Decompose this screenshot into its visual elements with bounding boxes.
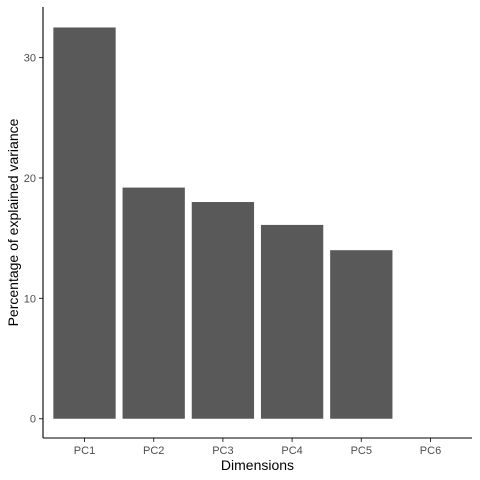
y-tick-label: 20 bbox=[24, 173, 36, 185]
y-tick-label: 0 bbox=[30, 414, 36, 426]
bar-pc2 bbox=[122, 187, 185, 419]
x-tick-label-pc6: PC6 bbox=[420, 445, 441, 457]
bar-pc5 bbox=[330, 250, 393, 419]
x-tick-label-pc3: PC3 bbox=[212, 445, 233, 457]
x-axis-title: Dimensions bbox=[221, 457, 294, 473]
x-tick-label-pc5: PC5 bbox=[351, 445, 372, 457]
x-tick-label-pc1: PC1 bbox=[74, 445, 95, 457]
bars-group bbox=[53, 27, 393, 419]
x-tick-label-pc4: PC4 bbox=[281, 445, 302, 457]
y-axis-title: Percentage of explained variance bbox=[5, 118, 21, 326]
y-ticks-group: 0 10 20 30 bbox=[24, 53, 43, 426]
y-tick-label: 10 bbox=[24, 293, 36, 305]
bar-pc4 bbox=[260, 224, 324, 419]
bar-pc1 bbox=[53, 27, 116, 419]
y-tick-label: 30 bbox=[24, 53, 36, 65]
x-tick-label-pc2: PC2 bbox=[143, 445, 164, 457]
bar-pc3 bbox=[191, 202, 255, 419]
x-ticks-group: PC1 PC2 PC3 PC4 PC5 PC6 bbox=[74, 438, 441, 457]
